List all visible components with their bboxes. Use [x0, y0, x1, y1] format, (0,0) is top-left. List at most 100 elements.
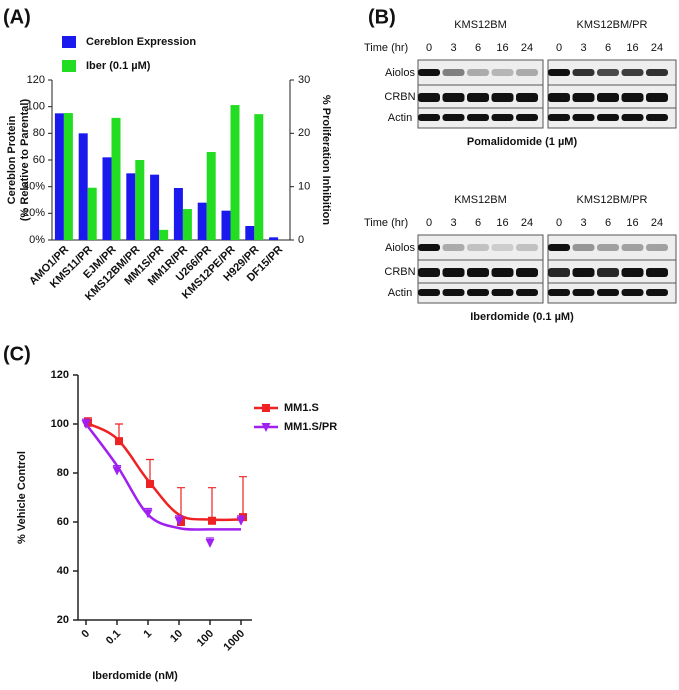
time-point: 0: [426, 42, 432, 54]
band: [491, 114, 514, 121]
band: [467, 114, 489, 121]
y-tick-label: 20%: [23, 207, 45, 219]
panel-label: (C): [3, 343, 31, 365]
band: [548, 93, 570, 102]
legend-marker: [261, 423, 271, 432]
bar: [182, 209, 192, 240]
band: [516, 114, 538, 121]
band: [418, 268, 440, 277]
error-bar: [208, 487, 216, 521]
legend-label: MM1.S: [284, 402, 319, 414]
band: [572, 114, 595, 121]
legend-label: Cereblon Expression: [86, 36, 196, 48]
bar: [63, 113, 73, 240]
y-axis-label: (% Relative to Parental): [19, 99, 31, 222]
group-label: KMS12BM: [454, 194, 507, 206]
band: [442, 69, 465, 76]
panel-label: (B): [368, 6, 396, 28]
band: [491, 69, 514, 76]
time-point: 0: [556, 42, 562, 54]
y2-tick-label: 10: [298, 181, 310, 193]
legend-label: Iber (0.1 µM): [86, 60, 151, 72]
time-label: Time (hr): [364, 42, 408, 54]
fit-curve: [84, 423, 242, 531]
band: [646, 289, 668, 296]
row-label: Aiolos: [385, 67, 415, 79]
bar: [230, 105, 240, 240]
band: [418, 289, 440, 296]
band: [597, 268, 619, 277]
band: [467, 268, 489, 277]
band: [548, 69, 570, 76]
time-point: 3: [450, 42, 456, 54]
band: [491, 268, 514, 277]
y-tick-label: 100: [27, 101, 45, 113]
band: [442, 244, 465, 251]
bar: [135, 160, 145, 240]
time-point: 24: [651, 42, 663, 54]
band: [597, 93, 619, 102]
treatment-label: Pomalidomide (1 µM): [467, 136, 578, 148]
legend-swatch: [62, 36, 76, 48]
band: [646, 268, 668, 277]
band: [467, 93, 489, 102]
bar: [54, 113, 64, 240]
time-point: 24: [651, 217, 663, 229]
band: [597, 69, 619, 76]
band: [621, 289, 644, 296]
time-point: 3: [580, 42, 586, 54]
y-tick-label: 20: [57, 614, 69, 626]
row-label: CRBN: [384, 91, 415, 103]
bar: [197, 202, 207, 240]
y-axis-label: % Vehicle Control: [16, 451, 28, 544]
time-point: 24: [521, 42, 533, 54]
band: [442, 289, 465, 296]
y2-axis-label: % Proliferation Inhibition: [320, 95, 332, 225]
bar: [245, 226, 255, 240]
bar: [78, 133, 88, 240]
y2-tick-label: 20: [298, 127, 310, 139]
band: [418, 69, 440, 76]
band: [621, 244, 644, 251]
band: [418, 114, 440, 121]
bar: [126, 173, 136, 240]
band: [491, 244, 514, 251]
band: [572, 93, 595, 102]
y-tick-label: 60: [57, 516, 69, 528]
time-point: 0: [426, 217, 432, 229]
band: [442, 268, 465, 277]
y-tick-label: 80: [57, 467, 69, 479]
row-label: Actin: [388, 287, 412, 299]
band: [646, 69, 668, 76]
y-tick-label: 60: [33, 154, 45, 166]
point: [112, 466, 122, 476]
y-tick-label: 120: [27, 74, 45, 86]
point: [208, 516, 216, 525]
band: [467, 289, 489, 296]
y2-tick-label: 0: [298, 234, 304, 246]
bar: [150, 174, 160, 240]
x-axis-label: Iberdomide (nM): [92, 670, 178, 682]
band: [597, 289, 619, 296]
band: [516, 289, 538, 296]
row-label: Actin: [388, 112, 412, 124]
band: [516, 93, 538, 102]
band: [621, 93, 644, 102]
y-tick-label: 40%: [23, 181, 45, 193]
band: [548, 114, 570, 121]
error-bar: [239, 476, 247, 518]
time-point: 0: [556, 217, 562, 229]
row-label: Aiolos: [385, 242, 415, 254]
band: [621, 69, 644, 76]
y2-tick-label: 30: [298, 74, 310, 86]
time-point: 16: [496, 42, 508, 54]
point: [205, 538, 215, 548]
band: [418, 244, 440, 251]
y-tick-label: 80: [33, 127, 45, 139]
band: [491, 93, 514, 102]
bar: [102, 157, 112, 240]
y-tick-label: 0%: [29, 234, 45, 246]
time-point: 6: [475, 217, 481, 229]
band: [548, 244, 570, 251]
time-point: 6: [605, 42, 611, 54]
